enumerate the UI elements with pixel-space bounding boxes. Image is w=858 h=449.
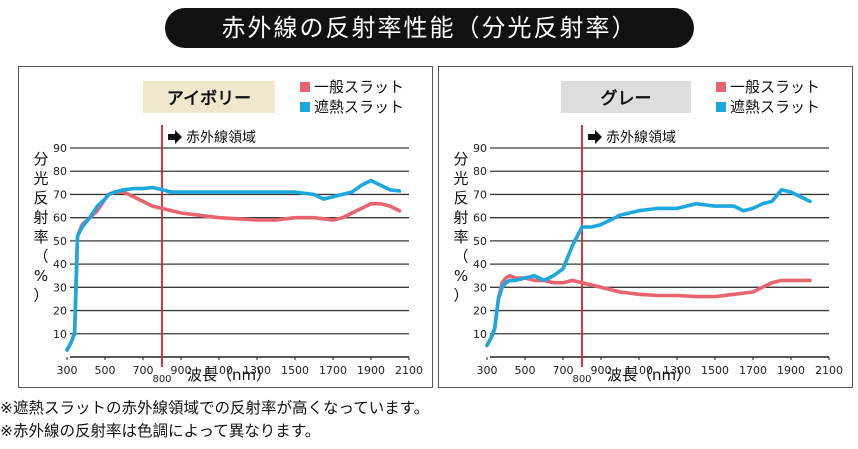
x-tick-label: 1700 <box>739 364 767 377</box>
y-axis-label-char: 分 <box>453 150 468 168</box>
y-axis-label-char: % <box>454 267 468 285</box>
x-tick-label: 300 <box>57 364 78 377</box>
y-tick-label: 20 <box>473 305 487 318</box>
x-tick-label: 1100 <box>205 364 233 377</box>
color-tag-label: グレー <box>601 88 652 109</box>
x-tick-label: 2100 <box>815 364 843 377</box>
y-tick-label: 40 <box>53 258 67 271</box>
legend-swatch <box>716 82 726 92</box>
ir-region-label: 赤外線領域 <box>606 129 676 146</box>
legend-label: 一般スラット <box>314 78 404 96</box>
x-tick-label: 1900 <box>777 364 805 377</box>
y-tick-label: 30 <box>53 281 67 294</box>
legend-label: 一般スラット <box>730 78 820 96</box>
y-axis-label-char: （ <box>33 248 48 266</box>
y-axis-label-char: 光 <box>33 170 48 188</box>
x-axis-label: 波長（nm） <box>607 366 691 384</box>
arrow-right-icon <box>588 130 602 144</box>
ir-region-label: 赤外線領域 <box>186 129 256 146</box>
x-tick-label: 1500 <box>701 364 729 377</box>
y-axis-label-char: 射 <box>33 209 48 227</box>
chart-svg: 10 20 30 40 50 60 70 80 90 300 500 700 900 1100 1300 15… <box>453 78 843 385</box>
y-tick-label: 90 <box>473 142 487 155</box>
y-axis-label-char: ） <box>453 287 468 305</box>
y-tick-label: 70 <box>53 188 67 201</box>
y-axis-label-char: 率 <box>453 228 468 246</box>
x-tick-label: 1500 <box>281 364 309 377</box>
y-tick-label: 40 <box>473 258 487 271</box>
chart-panel-ivory: 10 20 30 40 50 60 70 80 90 300 500 700 900 1100 1300 15… <box>18 66 433 388</box>
x-tick-label: 900 <box>171 364 192 377</box>
y-tick-label: 10 <box>473 328 487 341</box>
x-tick-label: 300 <box>477 364 498 377</box>
y-tick-label: 10 <box>53 328 67 341</box>
y-tick-label: 60 <box>53 212 67 225</box>
legend-label: 遮熱スラット <box>730 98 820 116</box>
x-tick-label: 900 <box>591 364 612 377</box>
y-tick-label: 80 <box>473 165 487 178</box>
chart-svg: 10 20 30 40 50 60 70 80 90 300 500 700 900 1100 1300 15… <box>33 78 423 385</box>
color-tag-label: アイボリー <box>167 89 251 109</box>
y-axis-label-char: 率 <box>33 228 48 246</box>
y-tick-label: 90 <box>53 142 67 155</box>
y-axis-label-char: 光 <box>453 170 468 188</box>
y-tick-label: 70 <box>473 188 487 201</box>
chart-panel-gray: 10 20 30 40 50 60 70 80 90 300 500 700 900 1100 1300 15… <box>438 66 853 388</box>
marker-value-label: 800 <box>572 374 591 385</box>
y-tick-label: 80 <box>53 165 67 178</box>
x-tick-label: 1300 <box>243 364 271 377</box>
footnote: ※赤外線の反射率は色調によって異なります。 <box>0 422 321 440</box>
legend-swatch <box>300 82 310 92</box>
page-title: 赤外線の反射率性能（分光反射率） <box>165 8 694 48</box>
series-line-thermal <box>485 188 812 348</box>
y-axis-label-char: （ <box>453 248 468 266</box>
arrow-right-icon <box>168 130 182 144</box>
legend-swatch <box>716 102 726 112</box>
color-tag-box <box>561 81 691 113</box>
y-tick-label: 20 <box>53 305 67 318</box>
y-axis-label-char: ） <box>33 287 48 305</box>
y-axis-label-char: 反 <box>453 189 468 207</box>
x-tick-label: 1700 <box>319 364 347 377</box>
y-axis-label-char: 反 <box>33 189 48 207</box>
x-tick-label: 2100 <box>395 364 423 377</box>
x-axis-label: 波長（nm） <box>187 366 271 384</box>
x-tick-label: 500 <box>95 364 116 377</box>
y-axis-label-char: % <box>34 267 48 285</box>
x-tick-label: 1300 <box>663 364 691 377</box>
y-tick-label: 50 <box>473 235 487 248</box>
y-tick-label: 60 <box>473 212 487 225</box>
x-tick-label: 1100 <box>625 364 653 377</box>
y-tick-label: 30 <box>473 281 487 294</box>
legend-label: 遮熱スラット <box>314 98 404 116</box>
legend-swatch <box>300 102 310 112</box>
footnote: ※遮熱スラットの赤外線領域での反射率が高くなっています。 <box>0 399 430 417</box>
x-tick-label: 700 <box>133 364 154 377</box>
y-axis-label-char: 分 <box>33 150 48 168</box>
color-tag-box <box>143 81 275 113</box>
series-line-general <box>65 190 402 352</box>
y-tick-label: 50 <box>53 235 67 248</box>
x-tick-label: 700 <box>553 364 574 377</box>
series-line-general <box>485 273 812 348</box>
x-tick-label: 1900 <box>357 364 385 377</box>
marker-value-label: 800 <box>152 374 171 385</box>
y-axis-label-char: 射 <box>453 209 468 227</box>
series-line-thermal <box>65 178 402 352</box>
x-tick-label: 500 <box>515 364 536 377</box>
